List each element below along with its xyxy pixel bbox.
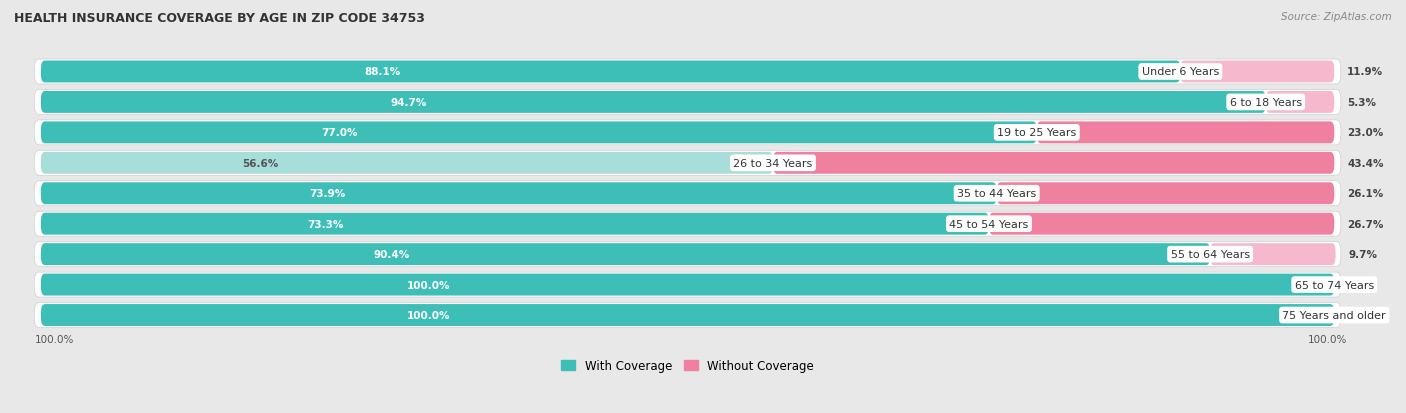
- FancyBboxPatch shape: [41, 304, 1334, 326]
- Text: 77.0%: 77.0%: [322, 128, 359, 138]
- FancyBboxPatch shape: [41, 244, 1211, 266]
- Text: 100.0%: 100.0%: [408, 280, 451, 290]
- Text: 73.9%: 73.9%: [309, 189, 346, 199]
- FancyBboxPatch shape: [41, 122, 1036, 144]
- Text: 43.4%: 43.4%: [1347, 159, 1384, 169]
- Text: 100.0%: 100.0%: [1308, 334, 1347, 344]
- Text: 100.0%: 100.0%: [408, 310, 451, 320]
- FancyBboxPatch shape: [1265, 92, 1334, 114]
- Text: 90.4%: 90.4%: [374, 249, 409, 259]
- Text: 35 to 44 Years: 35 to 44 Years: [957, 189, 1036, 199]
- Legend: With Coverage, Without Coverage: With Coverage, Without Coverage: [557, 354, 818, 377]
- Text: 11.9%: 11.9%: [1347, 67, 1384, 77]
- Text: 26.7%: 26.7%: [1347, 219, 1384, 229]
- FancyBboxPatch shape: [34, 90, 1341, 115]
- FancyBboxPatch shape: [34, 121, 1341, 145]
- Text: 65 to 74 Years: 65 to 74 Years: [1295, 280, 1374, 290]
- FancyBboxPatch shape: [34, 242, 1341, 267]
- Text: 94.7%: 94.7%: [389, 98, 426, 108]
- Text: 6 to 18 Years: 6 to 18 Years: [1230, 98, 1302, 108]
- FancyBboxPatch shape: [1211, 244, 1336, 266]
- FancyBboxPatch shape: [41, 152, 773, 174]
- FancyBboxPatch shape: [34, 273, 1341, 297]
- FancyBboxPatch shape: [41, 92, 1265, 114]
- Text: 19 to 25 Years: 19 to 25 Years: [997, 128, 1077, 138]
- FancyBboxPatch shape: [773, 152, 1334, 174]
- Text: Under 6 Years: Under 6 Years: [1142, 67, 1219, 77]
- FancyBboxPatch shape: [34, 212, 1341, 237]
- FancyBboxPatch shape: [1181, 62, 1334, 83]
- Text: Source: ZipAtlas.com: Source: ZipAtlas.com: [1281, 12, 1392, 22]
- FancyBboxPatch shape: [34, 181, 1341, 206]
- Text: 26.1%: 26.1%: [1347, 189, 1384, 199]
- FancyBboxPatch shape: [34, 151, 1341, 176]
- Text: 73.3%: 73.3%: [307, 219, 343, 229]
- Text: 45 to 54 Years: 45 to 54 Years: [949, 219, 1029, 229]
- Text: 0.0%: 0.0%: [1347, 310, 1376, 320]
- FancyBboxPatch shape: [41, 274, 1334, 296]
- FancyBboxPatch shape: [34, 60, 1341, 85]
- Text: 9.7%: 9.7%: [1348, 249, 1378, 259]
- FancyBboxPatch shape: [988, 213, 1334, 235]
- Text: 5.3%: 5.3%: [1347, 98, 1376, 108]
- Text: 75 Years and older: 75 Years and older: [1282, 310, 1386, 320]
- FancyBboxPatch shape: [34, 303, 1341, 328]
- FancyBboxPatch shape: [997, 183, 1334, 205]
- FancyBboxPatch shape: [1036, 122, 1334, 144]
- Text: 100.0%: 100.0%: [34, 334, 73, 344]
- Text: 23.0%: 23.0%: [1347, 128, 1384, 138]
- Text: 0.0%: 0.0%: [1347, 280, 1376, 290]
- FancyBboxPatch shape: [41, 213, 988, 235]
- Text: 55 to 64 Years: 55 to 64 Years: [1171, 249, 1250, 259]
- Text: HEALTH INSURANCE COVERAGE BY AGE IN ZIP CODE 34753: HEALTH INSURANCE COVERAGE BY AGE IN ZIP …: [14, 12, 425, 25]
- FancyBboxPatch shape: [41, 62, 1181, 83]
- FancyBboxPatch shape: [41, 183, 997, 205]
- Text: 56.6%: 56.6%: [242, 159, 278, 169]
- Text: 26 to 34 Years: 26 to 34 Years: [734, 159, 813, 169]
- Text: 88.1%: 88.1%: [364, 67, 401, 77]
